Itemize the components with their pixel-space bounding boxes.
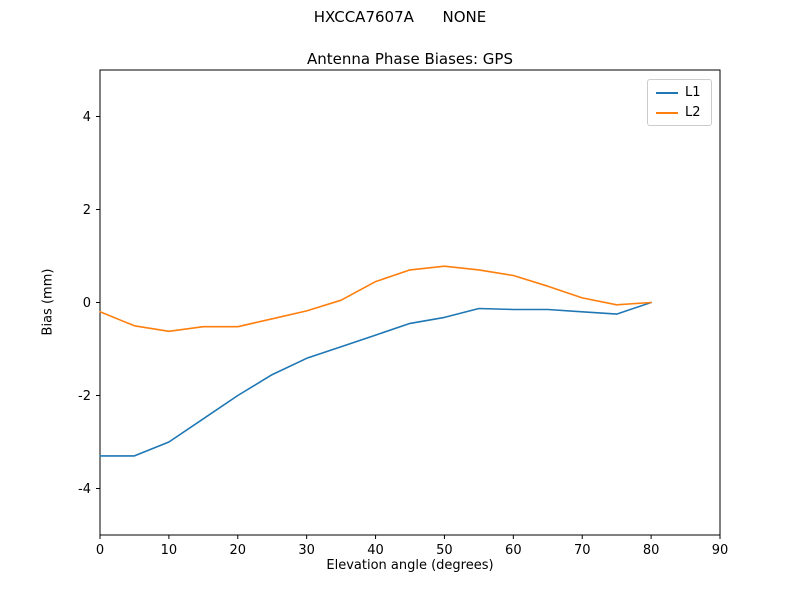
y-tick-label: -4 [78,482,91,497]
x-tick-label: 90 [712,543,729,558]
y-tick-label: 4 [83,110,91,125]
x-tick-label: 70 [574,543,591,558]
x-tick-label: 50 [436,543,453,558]
x-tick-label: 10 [161,543,178,558]
y-tick-label: 2 [83,203,91,218]
legend-item-l1: L1 [656,86,701,99]
x-tick-label: 60 [505,543,522,558]
x-tick-label: 40 [367,543,384,558]
series-line-l1 [99,301,652,457]
l2-line-swatch [656,111,678,114]
figure-suptitle: HXCCA7607A NONE [313,8,487,26]
legend-label-l2: L2 [685,105,701,120]
legend-item-l2: L2 [656,106,701,119]
x-tick-label: 80 [643,543,660,558]
x-tick-label: 20 [230,543,247,558]
l1-line-swatch [656,91,678,94]
y-tick-label: 0 [83,296,91,311]
chart-title: Antenna Phase Biases: GPS [307,50,513,68]
series-line-l2 [99,265,652,333]
legend-label-l1: L1 [685,85,701,100]
y-tick-label: -2 [78,389,91,404]
axes-frame [99,69,721,536]
x-tick-label: 0 [96,543,104,558]
legend: L1 L2 [647,79,712,126]
x-axis-label: Elevation angle (degrees) [326,558,494,573]
x-tick-label: 30 [298,543,315,558]
